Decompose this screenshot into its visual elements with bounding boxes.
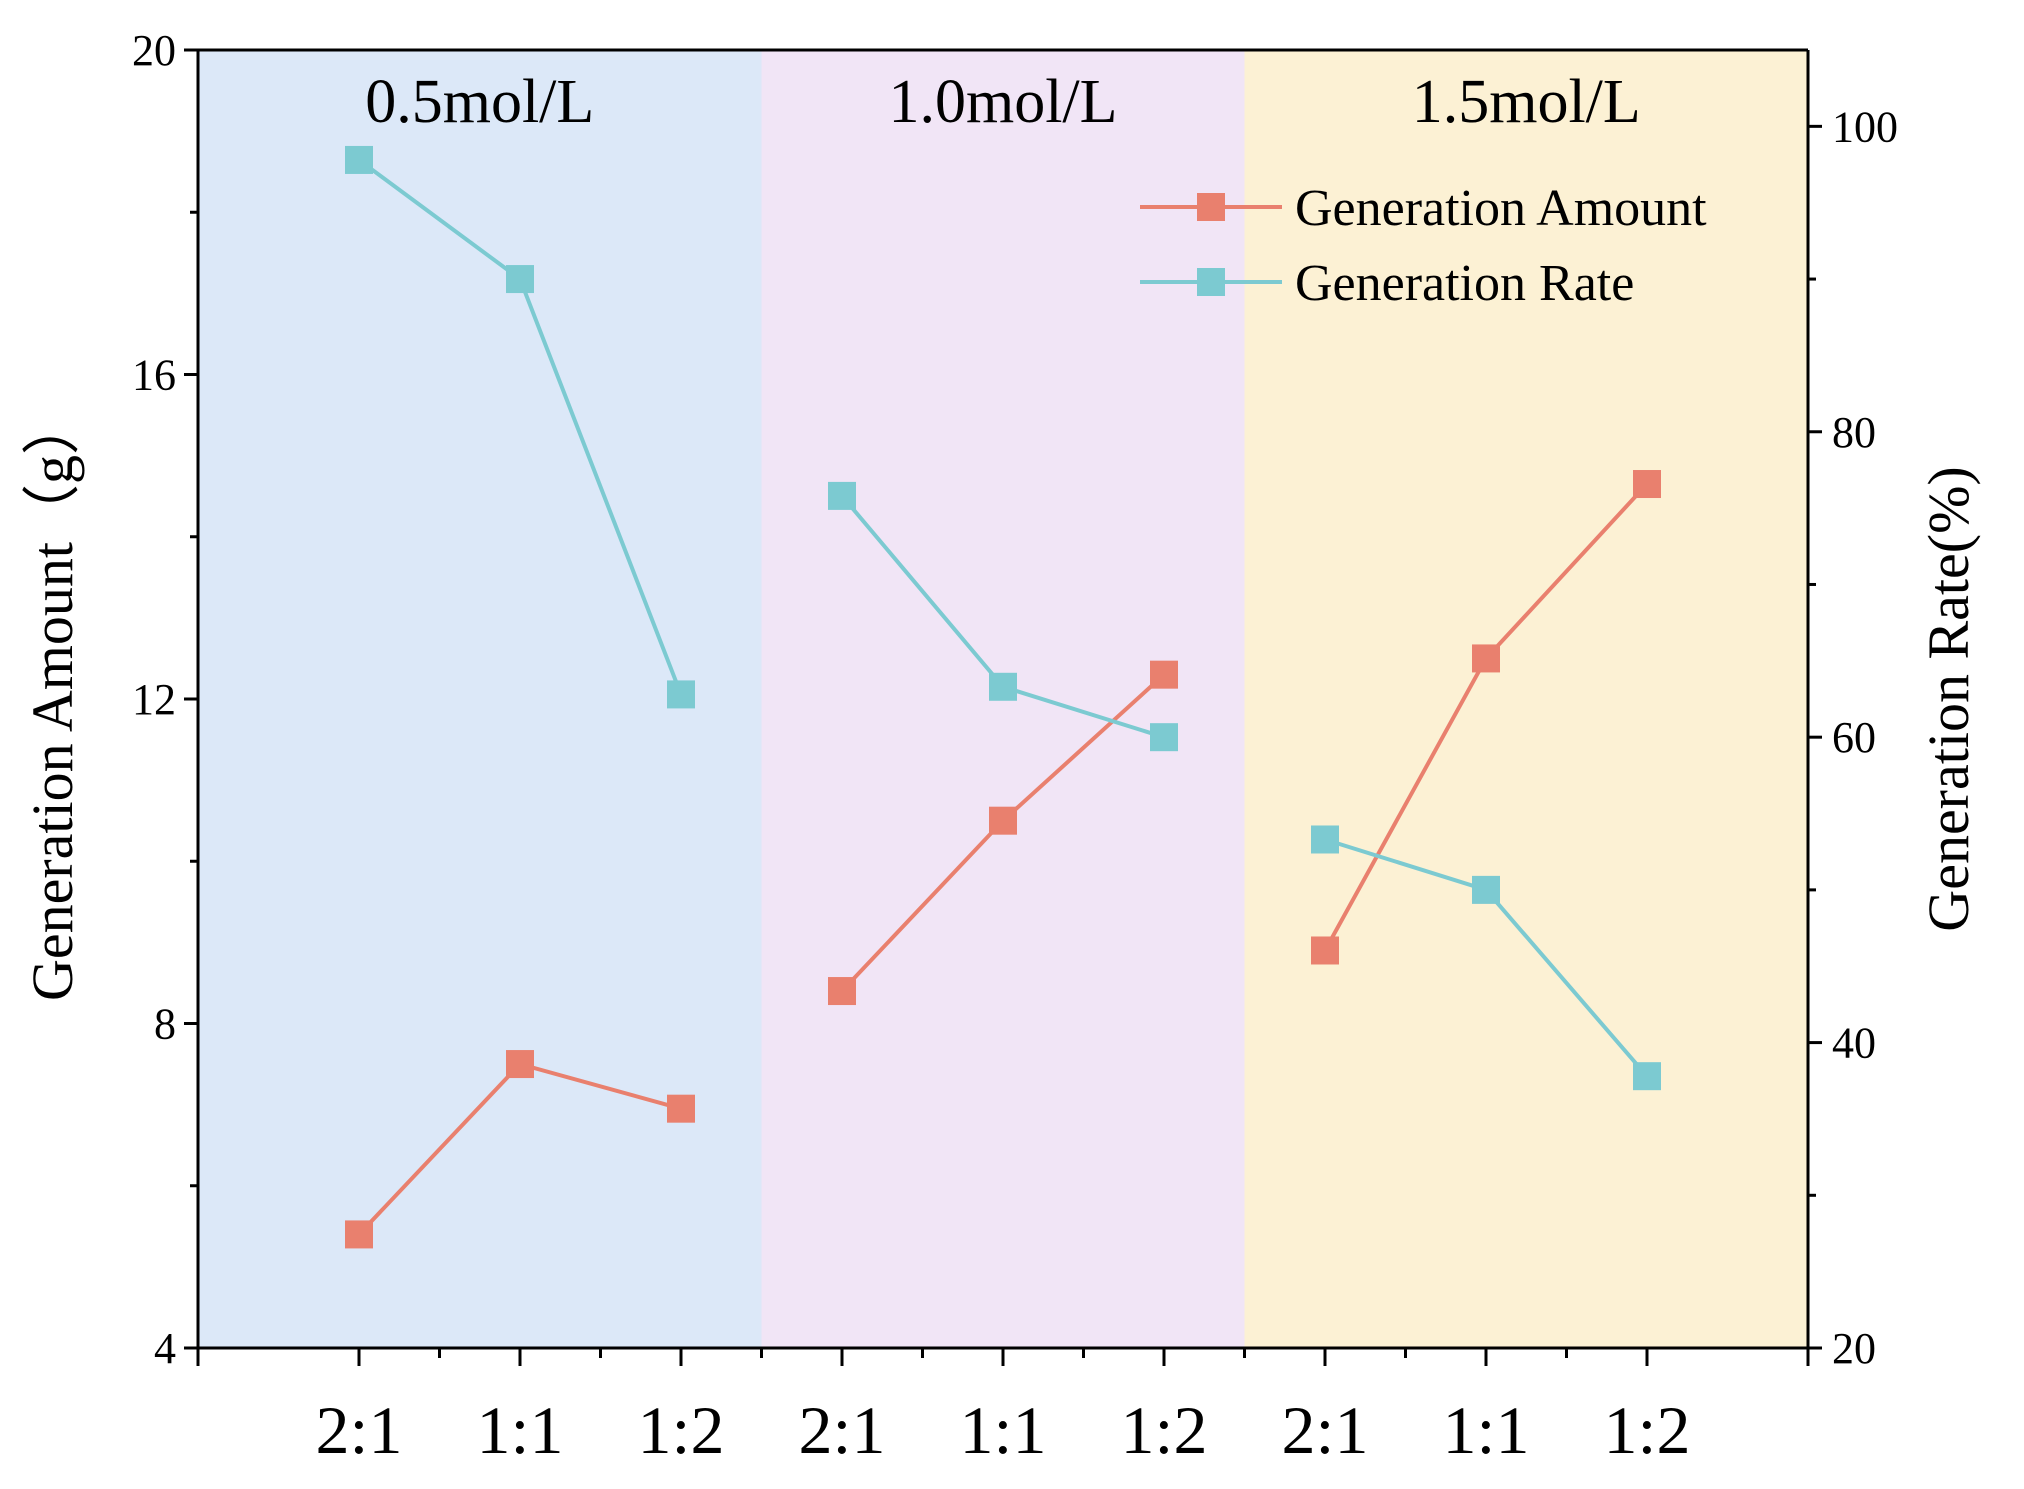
generation-rate-point-4: [989, 672, 1017, 701]
x-tick-label-4: 1:1: [960, 1392, 1047, 1468]
x-tick-label-3: 2:1: [799, 1392, 886, 1468]
generation-rate-point-2: [667, 680, 695, 709]
left-axis-title: Generation Amount（g）: [20, 397, 85, 1001]
region-label-1: 0.5mol/L: [365, 68, 594, 136]
generation-rate-point-0: [345, 145, 373, 174]
generation-amount-point-5: [1150, 660, 1178, 689]
right-axis-title: Generation Rate(%): [1916, 466, 1981, 931]
generation-amount-point-6: [1311, 936, 1339, 965]
left-tick-label-2: 12: [132, 675, 176, 724]
generation-amount-point-7: [1472, 644, 1500, 673]
legend-marker-generation-rate: [1197, 268, 1225, 296]
left-tick-label-0: 4: [154, 1324, 176, 1373]
generation-amount-point-4: [989, 806, 1017, 835]
legend-label-generation-rate: Generation Rate: [1295, 255, 1634, 312]
x-tick-label-0: 2:1: [316, 1392, 403, 1468]
generation-rate-point-8: [1633, 1062, 1661, 1091]
series: [345, 145, 1661, 1249]
generation-rate-point-5: [1150, 723, 1178, 752]
generation-amount-point-0: [345, 1220, 373, 1249]
legend: Generation Amount Generation Rate: [1140, 180, 1707, 312]
generation-rate-point-3: [828, 481, 856, 510]
generation-amount-point-2: [667, 1094, 695, 1123]
right-tick-label-3: 80: [1832, 408, 1876, 457]
x-tick-label-1: 1:1: [477, 1392, 564, 1468]
legend-marker-generation-amount: [1197, 193, 1225, 221]
region-label-2: 1.0mol/L: [888, 68, 1117, 136]
x-tick-label-5: 1:2: [1121, 1392, 1208, 1468]
right-tick-label-0: 20: [1832, 1324, 1876, 1373]
generation-rate-point-7: [1472, 875, 1500, 904]
legend-label-generation-amount: Generation Amount: [1295, 180, 1707, 237]
generation-amount-point-3: [828, 977, 856, 1006]
right-tick-label-1: 40: [1832, 1019, 1876, 1068]
axes: 4 8 12 16 20 20 40 60 80 100 2:1 1:1 1:2 2:1 1:1 1:2 2:1…: [20, 26, 1981, 1468]
generation-amount-point-8: [1633, 470, 1661, 499]
right-tick-label-4: 100: [1832, 102, 1898, 151]
region-background-3: [1244, 50, 1808, 1348]
x-tick-label-7: 1:1: [1443, 1392, 1530, 1468]
generation-amount-point-1: [506, 1050, 534, 1079]
generation-rate-point-1: [506, 265, 534, 294]
x-tick-label-8: 1:2: [1604, 1392, 1691, 1468]
right-tick-label-2: 60: [1832, 713, 1876, 762]
left-tick-label-4: 20: [132, 26, 176, 75]
region-label-3: 1.5mol/L: [1412, 68, 1641, 136]
left-tick-label-3: 16: [132, 351, 176, 400]
region-labels: 0.5mol/L 1.0mol/L 1.5mol/L: [365, 68, 1641, 136]
left-tick-label-1: 8: [154, 1000, 176, 1049]
x-tick-label-2: 1:2: [638, 1392, 725, 1468]
x-tick-label-6: 2:1: [1282, 1392, 1369, 1468]
generation-rate-point-6: [1311, 825, 1339, 854]
